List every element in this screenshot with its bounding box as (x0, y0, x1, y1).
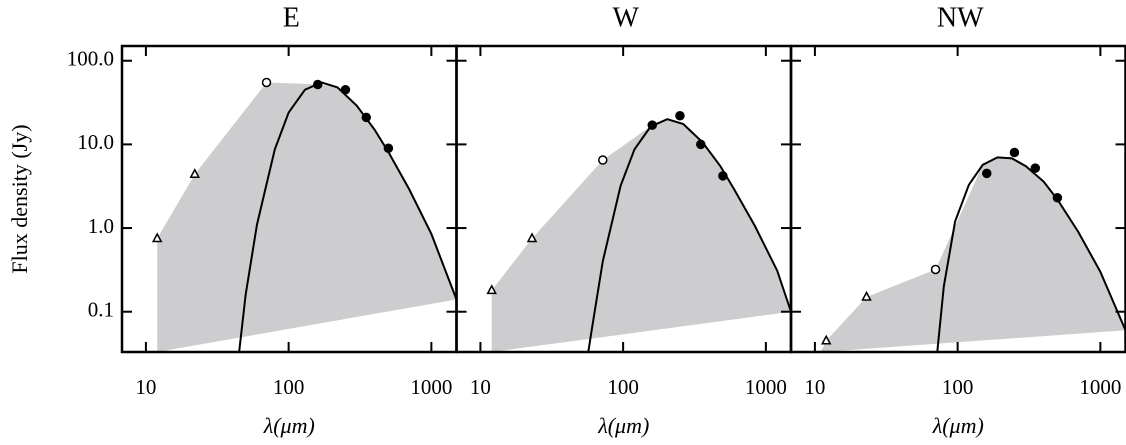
x-tick-label: 1000 (1079, 375, 1121, 399)
panel-title: E (283, 2, 300, 33)
triangle-marker (526, 232, 538, 243)
circle-marker (1009, 147, 1020, 158)
x-tick-label: 10 (804, 375, 825, 399)
circle-marker (383, 143, 394, 153)
shaded-area (820, 157, 1126, 352)
triangle-marker (151, 232, 163, 243)
x-tick-label: 10 (470, 375, 491, 399)
x-tick-label: 10 (135, 375, 156, 399)
y-tick-label: 100.0 (67, 47, 114, 71)
x-axis-label: λ(μm) (932, 413, 984, 438)
circle-marker (982, 168, 992, 179)
circle-marker (1052, 193, 1063, 203)
y-axis-label: Flux density (Jy) (7, 124, 32, 273)
triangle-marker (820, 334, 832, 345)
circle-marker (598, 155, 608, 165)
x-axis-label: λ(μm) (597, 413, 649, 438)
triangle-marker (861, 290, 872, 301)
fit-curve (936, 156, 1126, 352)
y-tick-label: 0.1 (88, 298, 114, 322)
plot-area (820, 147, 1126, 352)
panel-title: W (613, 2, 640, 33)
circle-marker (1030, 163, 1041, 173)
x-tick-label: 1000 (745, 375, 787, 399)
circle-marker (313, 79, 323, 90)
plot-area (151, 77, 457, 352)
circle-marker (675, 110, 685, 121)
panel-title: NW (937, 2, 984, 33)
circle-marker (647, 120, 658, 130)
x-tick-label: 100 (273, 375, 305, 399)
plot-area (486, 110, 791, 352)
shaded-area (491, 119, 791, 352)
circle-marker (361, 112, 372, 123)
shaded-area (157, 82, 457, 352)
fit-curve (587, 118, 791, 352)
y-tick-label: 1.0 (88, 214, 114, 238)
circle-marker (718, 171, 728, 181)
triangle-marker (189, 168, 201, 178)
circle-marker (696, 139, 706, 150)
y-tick-label: 10.0 (77, 130, 114, 154)
circle-marker (261, 77, 272, 88)
circle-marker (340, 84, 351, 95)
circle-marker (930, 264, 941, 275)
fit-curve (238, 81, 457, 352)
triangle-marker (486, 284, 497, 295)
x-axis-label: λ(μm) (263, 413, 315, 438)
x-tick-label: 100 (942, 375, 974, 399)
x-tick-label: 100 (607, 375, 639, 399)
x-tick-label: 1000 (410, 375, 452, 399)
